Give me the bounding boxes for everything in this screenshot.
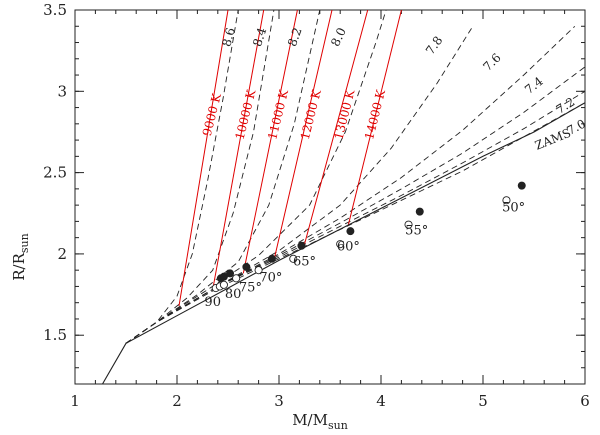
y-axis-title: R/Rsun <box>10 233 31 280</box>
filled-point <box>219 272 228 281</box>
inclination-label: 75° <box>239 280 262 295</box>
teff-label: 11000 K <box>265 87 291 141</box>
open-point <box>502 196 511 205</box>
isochrone-label: 7.8 <box>423 34 445 58</box>
isochrone-label: 8.6 <box>219 26 237 48</box>
y-tick-label: 3 <box>57 82 67 100</box>
inclination-label: 65° <box>293 254 316 269</box>
isochrone-line <box>125 10 275 344</box>
x-axis-title: M/Msun <box>292 411 348 432</box>
open-point <box>254 266 263 275</box>
open-point <box>289 254 298 263</box>
teff-line <box>273 10 333 261</box>
teff-label: 12000 K <box>298 87 324 141</box>
filled-point <box>226 269 235 278</box>
inclination-label: 55° <box>405 223 428 238</box>
open-point <box>404 220 413 229</box>
isochrone-label: 8.2 <box>285 26 305 49</box>
inclination-label: 60° <box>337 240 360 255</box>
x-tick-label: 5 <box>478 392 488 410</box>
teff-line <box>304 10 369 245</box>
isochrone-label: 8.0 <box>328 25 349 48</box>
isochrone-label: 8.4 <box>250 26 269 49</box>
teff-label: 13000 K <box>332 87 358 141</box>
isochrone-label: 7.6 <box>480 51 503 74</box>
filled-point <box>517 181 526 190</box>
x-tick-label: 1 <box>70 392 80 410</box>
inclination-label: 90 <box>204 295 221 310</box>
filled-point <box>346 227 355 236</box>
teff-line <box>212 10 265 290</box>
inclination-label: 70° <box>259 271 282 286</box>
inclination-label: 50° <box>502 201 525 216</box>
inclination-label: 80 <box>225 287 242 302</box>
x-tick-label: 4 <box>376 392 386 410</box>
isochrone-label: 7.4 <box>522 74 546 97</box>
y-tick-label: 2 <box>57 245 67 263</box>
filled-point <box>267 254 276 263</box>
teff-label: 14000 K <box>362 87 388 141</box>
teff-line <box>347 10 402 225</box>
zams-line <box>102 102 585 384</box>
isochrone-line <box>125 10 321 344</box>
open-point <box>232 274 241 283</box>
isochrone-line <box>125 10 387 344</box>
x-tick-label: 6 <box>580 392 590 410</box>
filled-point <box>415 207 424 216</box>
plot-frame <box>74 9 586 385</box>
open-point <box>336 240 345 249</box>
isochrone-line <box>125 10 239 344</box>
teff-line <box>242 10 298 274</box>
teff-line <box>178 10 229 306</box>
filled-point <box>297 241 306 250</box>
y-tick-label: 2.5 <box>43 164 67 182</box>
isochrone-line <box>125 102 585 344</box>
x-tick-label: 2 <box>172 392 182 410</box>
filled-point <box>242 262 251 271</box>
x-tick-label: 3 <box>274 392 284 410</box>
isochrone-line <box>125 90 585 344</box>
open-point <box>219 280 228 289</box>
y-tick-label: 1.5 <box>43 326 67 344</box>
y-tick-label: 3.5 <box>43 1 67 19</box>
teff-label: 10000 K <box>233 87 259 141</box>
teff-label: 9000 K <box>200 91 224 137</box>
